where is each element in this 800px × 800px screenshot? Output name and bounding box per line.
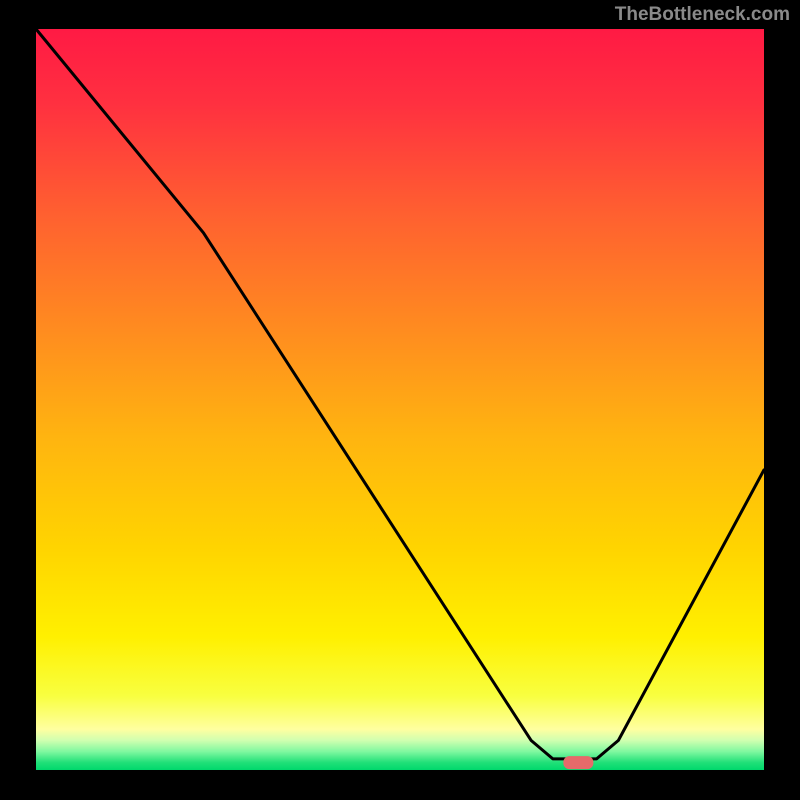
bottleneck-chart <box>0 0 800 800</box>
plot-gradient-area <box>36 29 764 770</box>
chart-root: TheBottleneck.com <box>0 0 800 800</box>
optimal-marker <box>563 756 593 769</box>
watermark-text: TheBottleneck.com <box>615 4 790 26</box>
